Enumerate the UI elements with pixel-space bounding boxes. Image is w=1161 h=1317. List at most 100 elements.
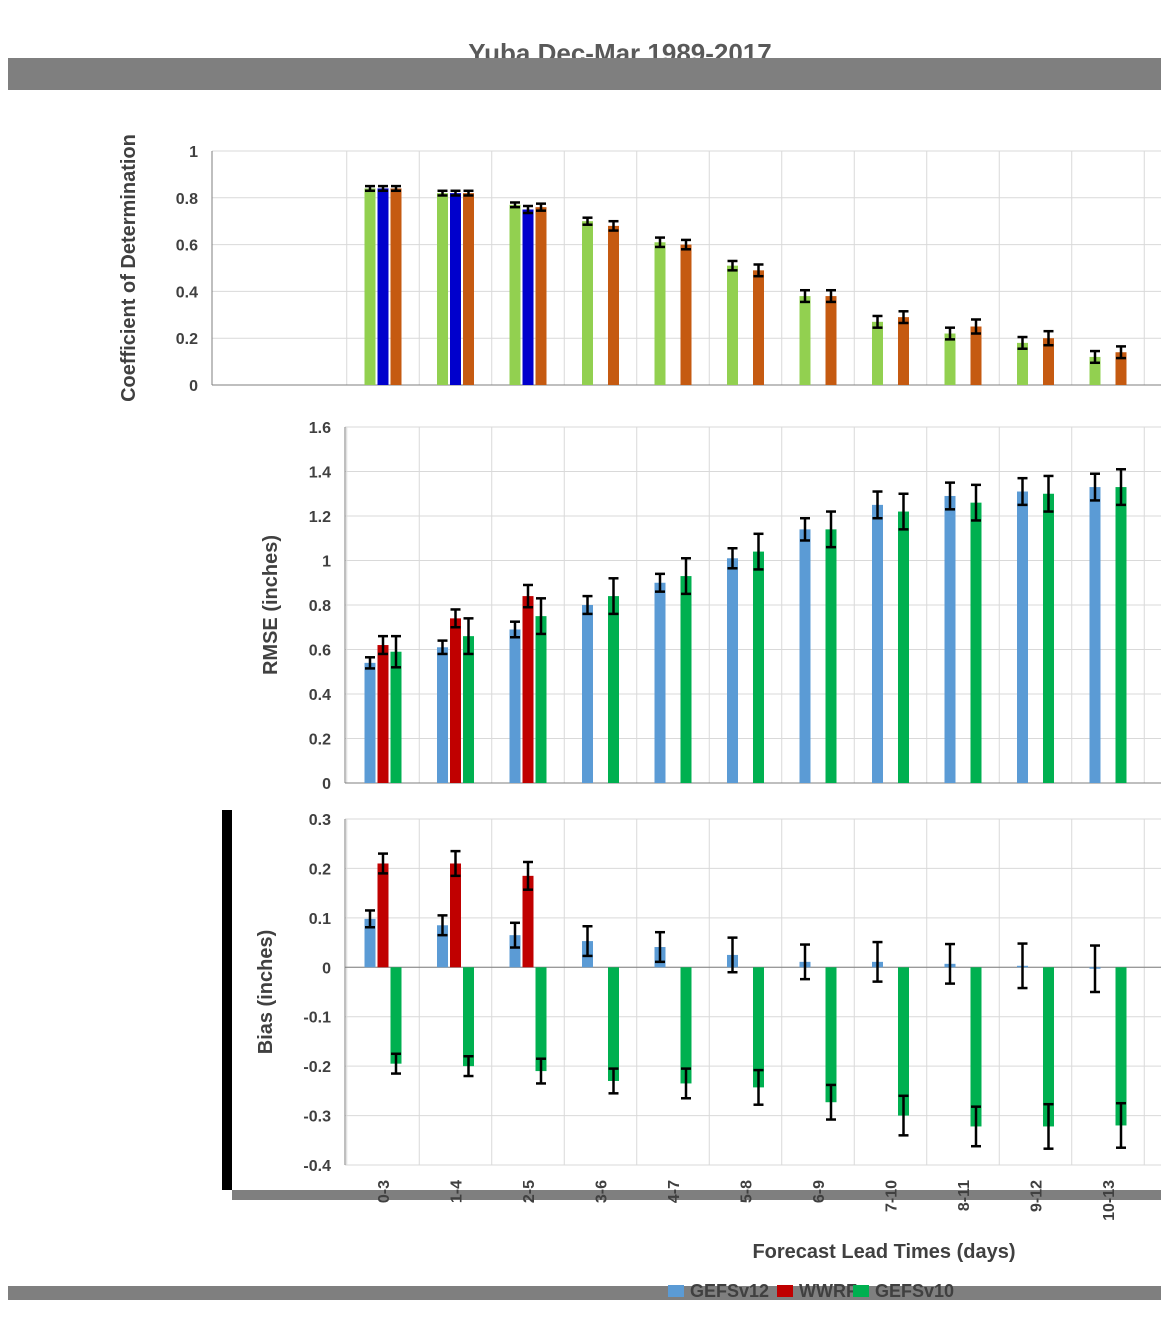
bar	[437, 193, 448, 385]
bar	[535, 207, 547, 385]
bar	[753, 551, 764, 783]
bar	[970, 502, 982, 783]
bar	[727, 265, 738, 385]
bar	[390, 967, 402, 1064]
bar	[377, 863, 389, 968]
x-tick-label: 1-4	[449, 1180, 466, 1203]
x-tick-label: 2-5	[521, 1180, 538, 1203]
bar	[799, 296, 811, 385]
y-tick-label: 0.6	[309, 643, 331, 660]
bar	[1017, 491, 1028, 783]
y-tick-label: 1.6	[309, 420, 331, 437]
bar	[825, 529, 837, 783]
y-tick-label: -0.4	[303, 1158, 331, 1175]
bar	[898, 511, 909, 783]
x-tick-label: 0-3	[376, 1180, 393, 1203]
y-tick-label: -0.1	[303, 1010, 331, 1027]
bar	[680, 967, 692, 1084]
bar	[437, 925, 448, 968]
bar	[753, 967, 764, 1088]
bar	[364, 188, 376, 385]
bar	[753, 270, 764, 385]
x-tick-label: 9-12	[1029, 1180, 1046, 1212]
y-tick-label: 0.2	[176, 331, 198, 348]
y-tick-label: 0.8	[309, 598, 331, 615]
y-tick-label: 0	[322, 776, 331, 793]
legend-swatch	[668, 1285, 684, 1297]
bar	[509, 935, 521, 968]
bar	[608, 596, 619, 783]
r2-panel: 0 0.2 0.4 0.6 0.8 1 Coefficient of Determinati…	[118, 134, 1161, 402]
bar	[390, 651, 402, 783]
y-tick-label: 0.2	[309, 861, 331, 878]
bar	[654, 582, 666, 783]
bar	[825, 296, 837, 385]
y-tick-label: 1.2	[309, 509, 331, 526]
y-tick-label: 0.6	[176, 238, 198, 255]
bar	[535, 967, 547, 1072]
bar	[463, 967, 474, 1067]
bar	[582, 221, 593, 385]
y-axis-title: Coefficient of Determination	[118, 134, 140, 402]
bar	[1043, 338, 1054, 385]
bar	[872, 321, 883, 385]
bar	[727, 558, 738, 783]
bar	[825, 967, 837, 1103]
bar	[970, 967, 982, 1127]
x-tick-label: 7-10	[884, 1180, 901, 1212]
y-tick-label: 1	[322, 554, 331, 571]
legend-swatch	[853, 1285, 869, 1297]
bar	[1017, 342, 1028, 385]
bar	[522, 596, 534, 783]
x-tick-label: 3-6	[594, 1180, 611, 1203]
legend-label: WWRF	[799, 1281, 857, 1301]
bar	[898, 967, 909, 1116]
legend-band	[8, 1286, 1161, 1300]
y-tick-label: 1.4	[309, 465, 331, 482]
bar	[1089, 356, 1101, 385]
bar	[970, 326, 982, 385]
bar	[463, 636, 474, 783]
bar	[1115, 352, 1127, 385]
legend-label: GEFSv10	[875, 1281, 954, 1301]
y-axis-title: Bias (inches)	[255, 930, 277, 1054]
x-tick-label: 10-13	[1101, 1180, 1118, 1221]
bar	[872, 504, 883, 783]
rmse-panel: 0 0.2 0.4 0.6 0.8 1 1.2 1.4 1.6 RMSE (inches)	[260, 420, 1161, 793]
y-tick-label: -0.2	[303, 1059, 331, 1076]
bar	[509, 204, 521, 385]
x-tick-label: 4-7	[666, 1180, 683, 1203]
bar	[608, 967, 619, 1081]
x-tick-label: 6-9	[811, 1180, 828, 1203]
y-tick-label: 0	[189, 378, 198, 395]
x-axis-title: Forecast Lead Times (days)	[752, 1241, 1015, 1263]
x-tick-label: 5-8	[739, 1180, 756, 1203]
bias-panel: -0.4 -0.3 -0.2 -0.1 0 0.1 0.2 0.3 Bias (inches)	[255, 812, 1161, 1175]
bar	[522, 209, 534, 385]
y-tick-label: 1	[189, 144, 198, 161]
bar	[463, 193, 474, 385]
x-band	[232, 1190, 1161, 1200]
y-tick-label: 0.1	[309, 911, 331, 928]
bar	[364, 918, 376, 968]
y-tick-label: 0.8	[176, 191, 198, 208]
bar	[680, 576, 692, 783]
y-tick-label: 0.2	[309, 732, 331, 749]
bar	[680, 244, 692, 385]
x-tick-label: 8-11	[956, 1180, 973, 1211]
y-tick-label: 0.4	[309, 687, 331, 704]
y-tick-label: 0	[322, 960, 331, 977]
legend: GEFSv12 WWRF GEFSv10	[8, 1281, 1161, 1301]
y-tick-label: -0.3	[303, 1109, 331, 1126]
legend-label: GEFSv12	[690, 1281, 769, 1301]
bar	[437, 647, 448, 783]
bar	[944, 495, 956, 783]
bar	[1043, 493, 1054, 783]
bar	[799, 529, 811, 783]
bar	[450, 618, 461, 783]
bar	[364, 662, 376, 783]
bar	[522, 875, 534, 968]
bar	[582, 605, 593, 783]
